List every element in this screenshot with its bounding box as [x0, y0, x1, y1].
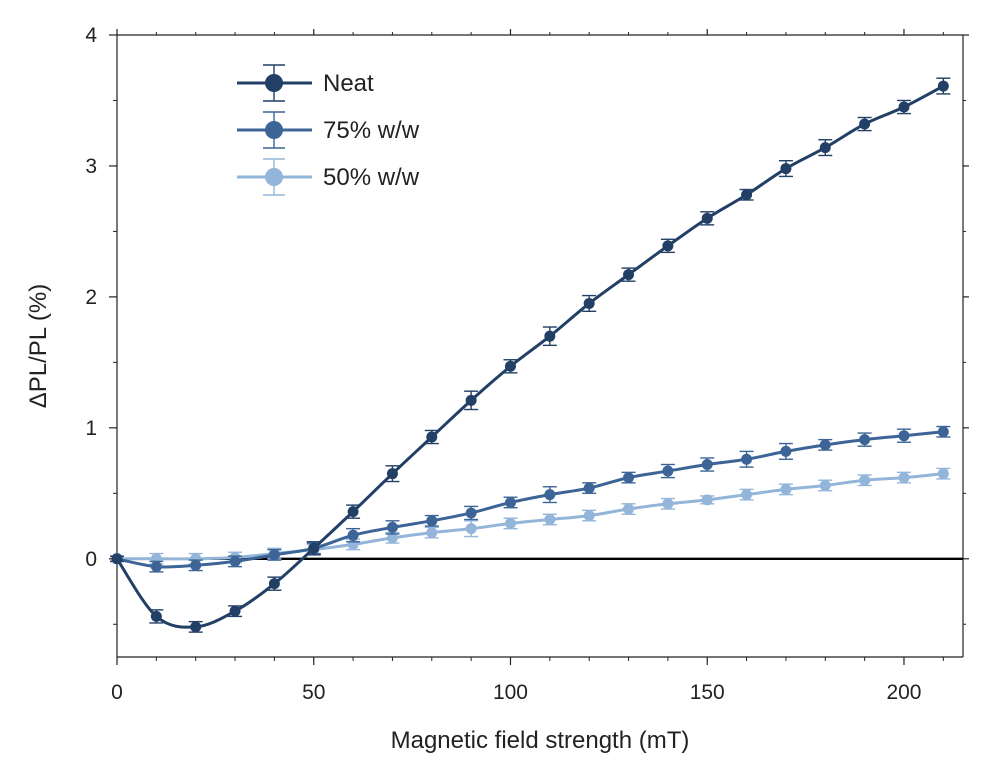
data-point [819, 439, 831, 451]
series-line [115, 84, 945, 629]
data-point [190, 621, 202, 633]
data-point [583, 510, 595, 522]
data-point [544, 514, 556, 526]
data-point [780, 483, 792, 495]
data-point [819, 142, 831, 154]
data-point [386, 532, 398, 544]
data-point [229, 605, 241, 617]
legend-label: 75% w/w [323, 117, 420, 144]
x-tick-label: 50 [302, 681, 325, 704]
data-point [780, 163, 792, 175]
y-axis-title: ΔPL/PL (%) [25, 284, 52, 409]
data-point [623, 472, 635, 484]
data-point [386, 468, 398, 480]
data-point [268, 549, 280, 561]
legend-marker [265, 121, 283, 139]
data-point [741, 489, 753, 501]
data-point [662, 240, 674, 252]
data-point [150, 561, 162, 573]
data-point [780, 445, 792, 457]
data-point [583, 297, 595, 309]
data-point [623, 503, 635, 515]
data-point [741, 453, 753, 465]
data-point [347, 506, 359, 518]
data-point [937, 468, 949, 480]
data-point [859, 434, 871, 446]
legend-marker [265, 168, 283, 186]
data-point [898, 101, 910, 113]
data-point [386, 521, 398, 533]
data-point [859, 474, 871, 486]
y-tick-label: 2 [85, 286, 97, 309]
legend-label: Neat [323, 70, 374, 97]
data-point [583, 482, 595, 494]
x-tick-label: 150 [690, 681, 725, 704]
y-tick-label: 4 [85, 24, 97, 47]
x-axis-title: Magnetic field strength (mT) [391, 727, 690, 754]
axes: 0 50 100 150 200 0 1 2 3 4 [85, 24, 969, 704]
series-75-w-w [110, 425, 951, 573]
data-point [504, 517, 516, 529]
data-point [504, 360, 516, 372]
data-point [819, 479, 831, 491]
data-point [229, 555, 241, 567]
series-group [110, 77, 951, 633]
y-tick-label: 1 [85, 417, 97, 440]
data-point [898, 472, 910, 484]
x-tick-label: 100 [493, 681, 528, 704]
data-point [426, 515, 438, 527]
y-tick-label: 3 [85, 155, 97, 178]
legend-item: 50% w/w [237, 158, 420, 196]
legend-item: Neat [237, 64, 374, 102]
data-point [426, 527, 438, 539]
data-point [701, 494, 713, 506]
data-point [426, 431, 438, 443]
legend: Neat 75% w/w 50% w/w [237, 64, 420, 196]
data-point [465, 394, 477, 406]
data-point [111, 553, 123, 565]
legend-item: 75% w/w [237, 111, 420, 149]
data-point [347, 529, 359, 541]
y-tick-label: 0 [85, 548, 97, 571]
data-point [937, 80, 949, 92]
series-line [117, 472, 944, 561]
data-point [308, 542, 320, 554]
data-point [623, 269, 635, 281]
data-point [898, 430, 910, 442]
data-point [937, 426, 949, 438]
series-line [116, 430, 944, 569]
data-point [268, 578, 280, 590]
data-point [544, 330, 556, 342]
data-point [701, 459, 713, 471]
data-point [465, 523, 477, 535]
data-point [544, 489, 556, 501]
x-tick-label: 200 [886, 681, 921, 704]
data-point [701, 212, 713, 224]
legend-marker [265, 74, 283, 92]
legend-label: 50% w/w [323, 164, 420, 191]
data-point [859, 118, 871, 130]
data-point [465, 507, 477, 519]
data-point [741, 189, 753, 201]
x-tick-label: 0 [111, 681, 123, 704]
data-point [504, 496, 516, 508]
data-point [190, 559, 202, 571]
data-point [150, 610, 162, 622]
series-neat [110, 77, 951, 633]
data-point [662, 498, 674, 510]
data-point [662, 465, 674, 477]
